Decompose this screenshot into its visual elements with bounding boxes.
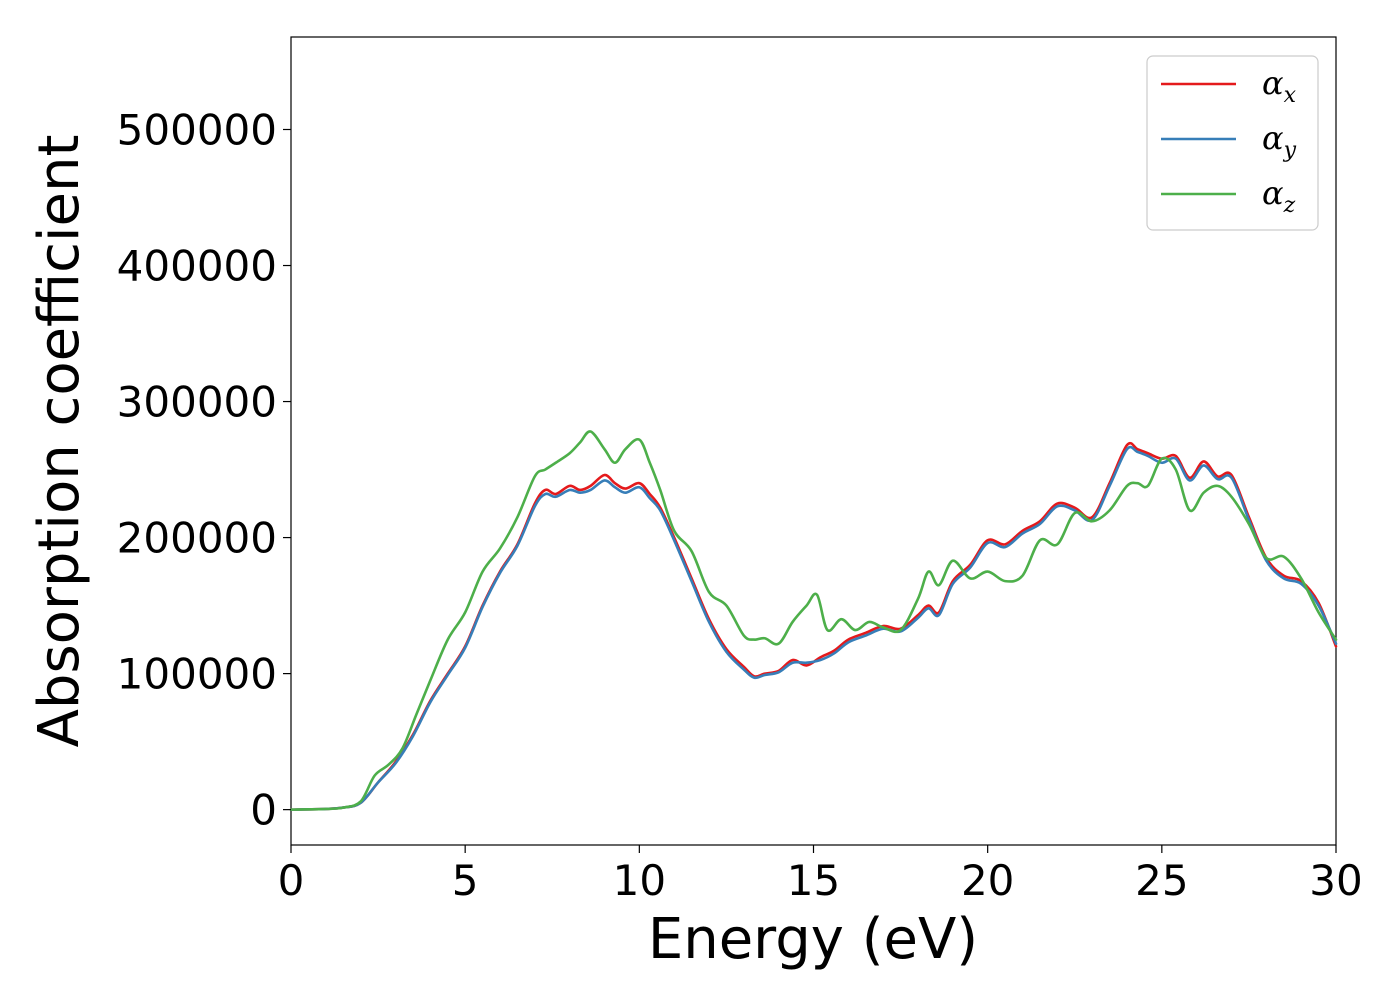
- legend-label-y: αy: [1262, 119, 1297, 163]
- x-tick-label: 5: [452, 856, 479, 905]
- y-axis-title: Absorption coefficient: [27, 135, 92, 748]
- y-tick-label: 200000: [117, 514, 277, 563]
- x-tick-label: 25: [1135, 856, 1188, 905]
- legend-label-z: αz: [1262, 174, 1296, 218]
- legend: αx αy αz: [1146, 55, 1319, 231]
- y-tick-label: 500000: [117, 105, 277, 154]
- x-tick-label: 10: [613, 856, 666, 905]
- y-tick-label: 300000: [117, 378, 277, 427]
- legend-box: [1146, 55, 1319, 231]
- series-layer: [289, 430, 1338, 811]
- x-tick-label: 0: [278, 856, 305, 905]
- x-axis-ticks: 0 5 10 15 20 25 30: [278, 845, 1363, 905]
- y-tick-label: 400000: [117, 242, 277, 291]
- x-axis-title: Energy (eV): [648, 907, 978, 972]
- y-axis-ticks: 0 100000 200000 300000 400000 500000: [117, 105, 291, 835]
- legend-label-x: αx: [1262, 64, 1297, 108]
- x-tick-label: 30: [1309, 856, 1362, 905]
- y-tick-label: 0: [250, 786, 277, 835]
- x-tick-label: 20: [961, 856, 1014, 905]
- x-tick-label: 15: [787, 856, 840, 905]
- series-line-y: [289, 445, 1338, 811]
- series-line-z: [289, 430, 1338, 811]
- y-tick-label: 100000: [117, 650, 277, 699]
